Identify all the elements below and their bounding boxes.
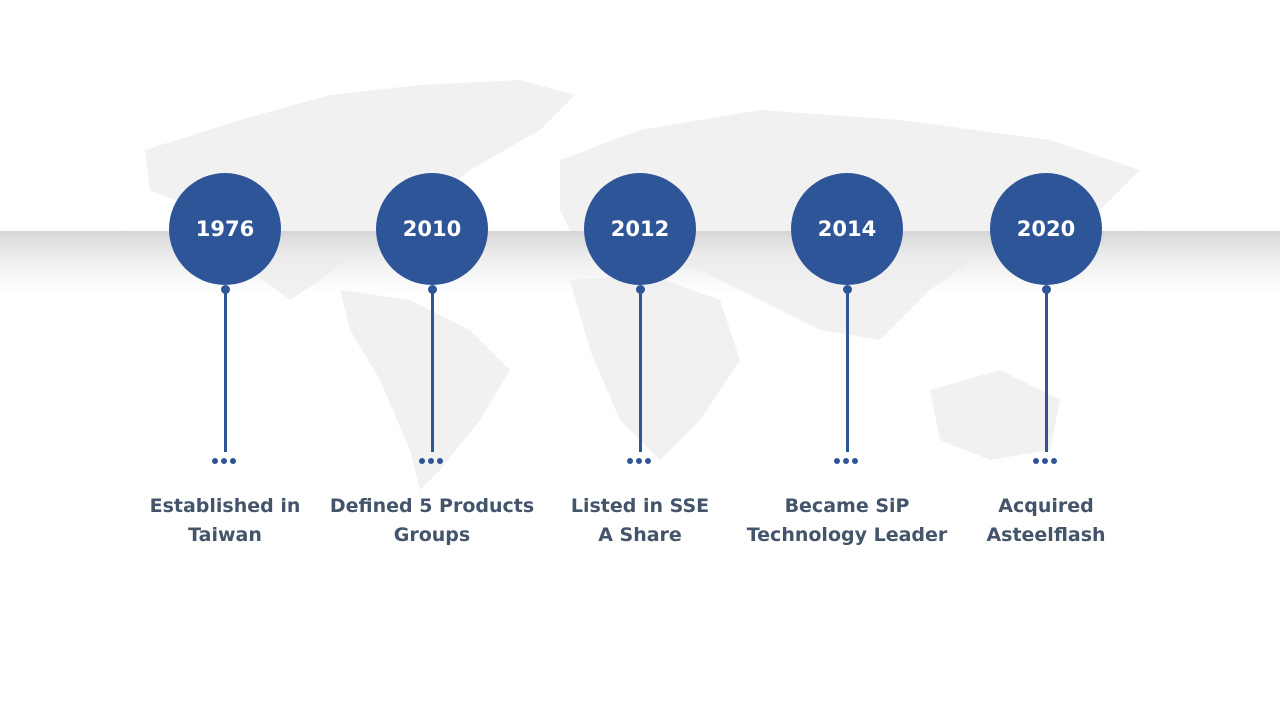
label-line: Groups <box>393 524 471 546</box>
timeline-item-1976: 1976 Established in Taiwan <box>105 0 345 720</box>
milestone-label: Defined 5 Products Groups <box>312 492 552 550</box>
connector-line <box>431 290 434 452</box>
milestone-label: Listed in SSE A Share <box>520 492 760 550</box>
timeline-item-2014: 2014 Became SiP Technology Leader <box>727 0 967 720</box>
connector-line <box>639 290 642 452</box>
year-circle: 2012 <box>584 173 696 285</box>
label-line: Acquired <box>998 495 1094 517</box>
pin-dot <box>428 285 437 294</box>
label-line: Asteelflash <box>986 524 1106 546</box>
label-line: Taiwan <box>188 524 262 546</box>
connector-line <box>1045 290 1048 452</box>
label-line: Listed in SSE <box>570 495 710 517</box>
ellipsis-icon <box>419 458 443 464</box>
milestone-label: Established in Taiwan <box>105 492 345 550</box>
label-line: Defined 5 Products <box>329 495 535 517</box>
year-circle: 2010 <box>376 173 488 285</box>
ellipsis-icon <box>627 458 651 464</box>
ellipsis-icon <box>834 458 858 464</box>
pin-dot <box>1042 285 1051 294</box>
connector-line <box>846 290 849 452</box>
timeline-item-2012: 2012 Listed in SSE A Share <box>520 0 760 720</box>
connector-line <box>224 290 227 452</box>
milestone-label: Acquired Asteelflash <box>926 492 1166 550</box>
pin-dot <box>636 285 645 294</box>
ellipsis-icon <box>212 458 236 464</box>
year-circle: 1976 <box>169 173 281 285</box>
label-line: Became SiP <box>784 495 910 517</box>
timeline-item-2020: 2020 Acquired Asteelflash <box>926 0 1166 720</box>
label-line: A Share <box>598 524 682 546</box>
year-circle: 2020 <box>990 173 1102 285</box>
timeline-item-2010: 2010 Defined 5 Products Groups <box>312 0 552 720</box>
year-circle: 2014 <box>791 173 903 285</box>
pin-dot <box>843 285 852 294</box>
ellipsis-icon <box>1033 458 1057 464</box>
label-line: Technology Leader <box>746 524 948 546</box>
pin-dot <box>221 285 230 294</box>
label-line: Established in <box>149 495 301 517</box>
milestone-label: Became SiP Technology Leader <box>727 492 967 550</box>
